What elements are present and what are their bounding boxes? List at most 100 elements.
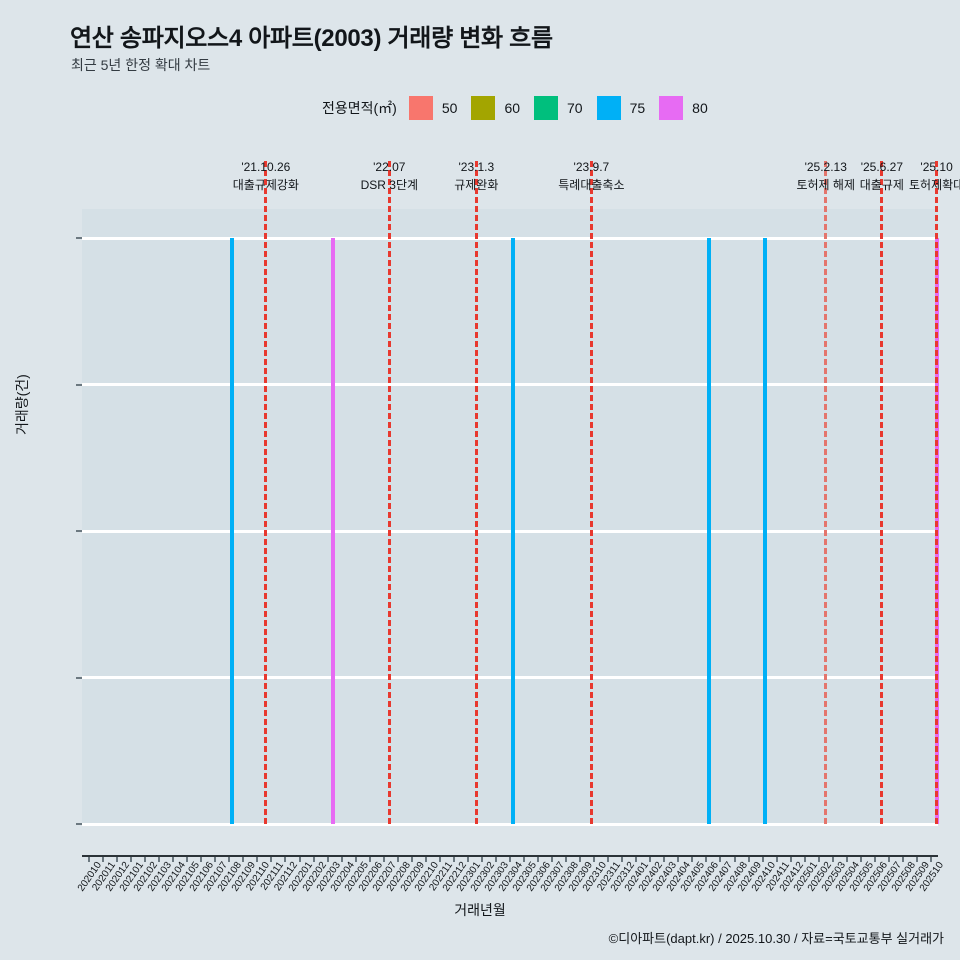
legend: 전용면적(㎡) 50 60 70 75 80 — [322, 95, 722, 121]
x-axis-tick-mark — [242, 857, 245, 862]
legend-swatch-icon — [534, 96, 559, 120]
event-annotation-date: '22.07 — [373, 160, 406, 174]
legend-item-60[interactable]: 60 — [471, 96, 524, 120]
event-annotation: '23.9.7 특례대출축소 — [521, 158, 661, 194]
chart-subtitle: 최근 5년 한정 확대 차트 — [71, 57, 211, 73]
bar[interactable] — [331, 238, 336, 824]
event-marker-line — [474, 161, 478, 824]
gridline — [82, 236, 938, 240]
x-axis-tick-mark — [354, 857, 357, 862]
event-annotation-date: '25.6.27 — [860, 160, 904, 174]
x-axis-line — [82, 855, 938, 857]
x-axis-tick-mark — [214, 857, 217, 862]
x-axis-tick-mark — [340, 857, 343, 862]
bar[interactable] — [510, 238, 515, 824]
legend-swatch-icon — [596, 96, 621, 120]
x-axis-tick-mark — [88, 857, 91, 862]
event-marker-line — [935, 161, 939, 824]
x-axis-tick-mark — [186, 857, 189, 862]
x-axis-tick-mark — [789, 857, 792, 862]
event-annotation: '23.1.3 규제완화 — [406, 158, 546, 194]
event-annotation-text: 특례대출축소 — [558, 178, 625, 192]
gridline — [82, 529, 938, 533]
event-annotation-date: '23.1.3 — [458, 160, 495, 174]
chart-title: 연산 송파지오스4 아파트(2003) 거래량 변화 흐름 — [70, 25, 553, 52]
event-annotation-text: 토허제 해제 — [796, 178, 855, 192]
legend-swatch-icon — [471, 96, 496, 120]
legend-item-50[interactable]: 50 — [408, 96, 462, 120]
legend-item-80[interactable]: 80 — [659, 96, 712, 120]
bar[interactable] — [707, 238, 712, 824]
legend-swatch-icon — [659, 96, 684, 120]
event-annotation: '21.10.26 대출규제강화 — [196, 158, 336, 194]
y-axis-tick-mark — [76, 823, 82, 825]
legend-label: 80 — [692, 100, 708, 116]
x-axis-tick-mark — [831, 857, 834, 862]
x-axis-tick-mark — [130, 857, 133, 862]
x-axis-tick-mark — [480, 857, 483, 862]
bar[interactable] — [763, 238, 768, 824]
x-axis-tick-mark — [915, 857, 918, 862]
x-axis-tick-mark — [228, 857, 231, 862]
event-marker-line — [824, 161, 828, 824]
x-axis-tick-mark — [270, 857, 273, 862]
x-axis-tick-mark — [368, 857, 371, 862]
event-annotation-text: 토허제확대 — [908, 178, 960, 192]
x-axis-tick-mark — [859, 857, 862, 862]
x-axis-tick-mark — [663, 857, 666, 862]
x-axis-tick-mark — [466, 857, 469, 862]
event-annotation-date: '21.10.26 — [241, 160, 291, 174]
x-axis-tick-mark — [284, 857, 287, 862]
x-axis-tick-mark — [410, 857, 413, 862]
x-axis-tick-mark — [649, 857, 652, 862]
x-axis-tick-mark — [817, 857, 820, 862]
x-axis-tick-mark — [200, 857, 203, 862]
x-axis-tick-mark — [719, 857, 722, 862]
event-annotation-date: '23.9.7 — [573, 160, 610, 174]
y-axis-tick-mark — [76, 530, 82, 533]
x-axis-tick-mark — [621, 857, 624, 862]
gridline — [82, 676, 938, 680]
y-axis-tick-mark — [76, 237, 82, 240]
legend-item-70[interactable]: 70 — [534, 96, 587, 120]
x-axis-tick-mark — [901, 857, 904, 862]
x-axis-tick-mark — [873, 857, 876, 862]
event-annotation-text: DSR 3단계 — [360, 178, 419, 192]
x-axis-tick-mark — [452, 857, 455, 862]
y-axis-tick-mark — [76, 676, 82, 679]
event-annotation: '25.6.27 대출규제 — [812, 158, 952, 194]
bar[interactable] — [230, 238, 235, 824]
x-axis-tick-mark — [424, 857, 427, 862]
y-axis-tick-mark — [76, 383, 82, 386]
x-axis-tick-mark — [691, 857, 694, 862]
x-axis-tick-mark — [102, 857, 105, 862]
x-axis-tick-mark — [494, 857, 497, 862]
x-axis-tick-mark — [312, 857, 315, 862]
x-axis-tick-mark — [677, 857, 680, 862]
x-axis-tick-mark — [929, 857, 932, 862]
legend-items: 50 60 70 75 80 — [408, 96, 722, 120]
x-axis-tick-mark — [747, 857, 750, 862]
x-axis-tick-mark — [775, 857, 778, 862]
legend-label: 75 — [629, 100, 646, 116]
x-axis-tick-mark — [579, 857, 582, 862]
x-axis-tick-mark — [326, 857, 329, 862]
x-axis-tick-mark — [172, 857, 175, 862]
gridline — [82, 383, 938, 387]
x-axis-tick-mark — [607, 857, 610, 862]
y-axis-label: 거래량(건) — [14, 374, 30, 435]
legend-item-75[interactable]: 75 — [596, 96, 650, 120]
x-axis-label: 거래년월 — [454, 902, 506, 918]
event-marker-line — [589, 161, 593, 824]
event-annotation-date: '25.2.13 — [804, 160, 847, 174]
event-annotation: '22.07 DSR 3단계 — [319, 158, 459, 194]
x-axis-tick-mark — [733, 857, 736, 862]
x-axis-tick-mark — [158, 857, 161, 862]
x-axis-tick-mark — [761, 857, 764, 862]
legend-label: 50 — [441, 100, 458, 116]
x-axis-tick-mark — [551, 857, 554, 862]
x-axis-tick-mark — [887, 857, 890, 862]
event-annotation: '25.10 토허제확대 — [867, 158, 960, 194]
event-annotation-text: 대출규제 — [859, 178, 904, 192]
